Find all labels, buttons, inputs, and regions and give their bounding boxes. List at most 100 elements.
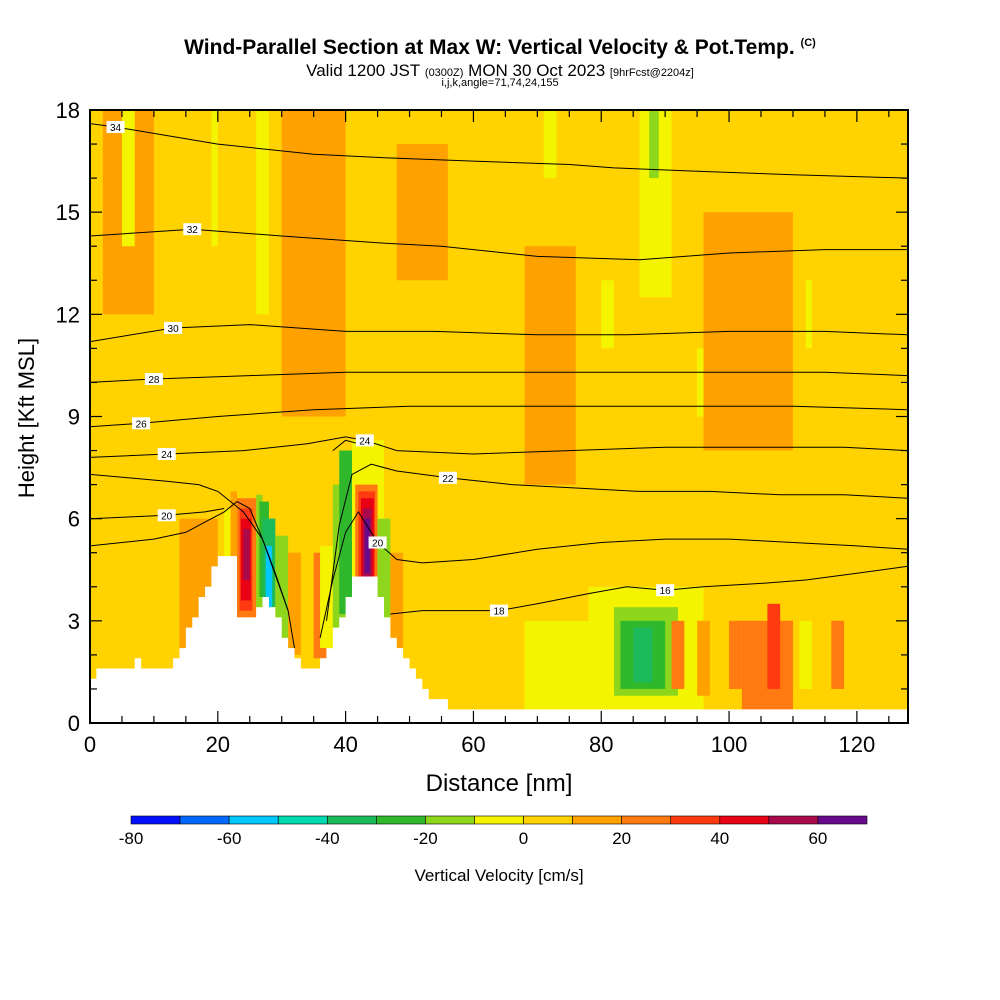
x-tick-label: 80 (589, 732, 613, 757)
theta-contour-22-6 (326, 463, 908, 621)
velocity-cell-42 (320, 545, 333, 649)
colorbar-tick-label: 0 (519, 829, 528, 848)
contour-label-bg (656, 584, 675, 597)
contour-label-bg (490, 604, 508, 617)
velocity-cell-52 (390, 552, 404, 649)
theta-contour-34-13 (90, 123, 908, 179)
colorbar-swatch-2 (228, 815, 279, 825)
colorbar-swatch-9 (572, 815, 622, 825)
colorbar-swatch-13 (768, 815, 819, 825)
contour-label-bg (438, 471, 457, 484)
velocity-cell-25 (729, 620, 742, 689)
contour-label-bg (157, 509, 176, 522)
subtitle-utc: (0300Z) (424, 67, 464, 79)
colorbar-swatch-14 (817, 815, 868, 825)
contour-label-16: 16 (660, 586, 672, 597)
colorbar-swatch-12 (719, 815, 770, 825)
theta-contour-30-11 (90, 324, 908, 343)
velocity-cell-2 (281, 110, 346, 417)
colorbar-tick-label: -40 (315, 829, 340, 848)
contour-label-20: 20 (161, 511, 173, 522)
subtitle-date: MON 30 Oct 2023 (468, 61, 606, 80)
colorbar-swatch-6 (425, 815, 475, 825)
velocity-cell-38 (265, 545, 273, 608)
y-tick-label: 9 (68, 405, 80, 430)
theta-contour-28-10 (90, 371, 908, 383)
velocity-cell-24 (697, 620, 710, 696)
theta-contours (90, 123, 908, 649)
chart-title-units: (C) (800, 37, 816, 49)
y-tick-label: 0 (68, 711, 80, 736)
x-tick-label: 60 (461, 732, 485, 757)
x-tick-label: 0 (84, 732, 96, 757)
contour-label-bg (144, 373, 163, 386)
colorbar-swatch-7 (474, 815, 524, 825)
x-tick-label: 120 (839, 732, 876, 757)
contour-label-24: 24 (359, 436, 371, 447)
y-axis-label: Height [Kft MSL] (14, 338, 39, 498)
subtitle-forecast: [9hrFcst@2204z] (609, 67, 694, 79)
colorbar-swatch-11 (670, 815, 721, 825)
colorbar-label: Vertical Velocity [cm/s] (414, 866, 583, 885)
contour-label-bg (368, 536, 387, 549)
y-tick-label: 3 (68, 609, 80, 634)
y-tick-label: 15 (56, 200, 80, 225)
velocity-cell-40 (288, 552, 301, 655)
velocity-cell-23 (671, 620, 685, 689)
theta-contour-26-9 (90, 405, 908, 428)
contour-label-bg (132, 417, 151, 430)
contour-label-18: 18 (493, 607, 505, 618)
velocity-cell-15 (649, 110, 659, 179)
x-axis-label: Distance [nm] (426, 770, 573, 797)
contour-label-bg (183, 223, 202, 236)
theta-contour-16-0 (665, 565, 908, 591)
velocity-cell-26 (767, 603, 781, 689)
theta-contour-24-7 (90, 436, 908, 458)
velocity-cell-50 (364, 518, 370, 574)
y-tick-label: 18 (56, 98, 80, 123)
chart-params: i,j,k,angle=71,74,24,155 (441, 77, 559, 89)
theta-contour-24-8 (332, 439, 359, 451)
theta-contour-22-5 (90, 473, 289, 611)
colorbar-swatch-8 (523, 815, 573, 825)
velocity-cell-39 (275, 535, 289, 638)
velocity-cell-3 (396, 144, 448, 281)
contour-label-20: 20 (372, 539, 384, 550)
velocity-cell-22 (633, 627, 653, 683)
colorbar-tick-label: -80 (119, 829, 144, 848)
colorbar-tick-label: 60 (808, 829, 827, 848)
velocity-cell-11 (256, 110, 269, 315)
chart-title-main: Wind-Parallel Section at Max W: Vertical… (184, 36, 795, 59)
velocity-cell-4 (524, 246, 576, 485)
contour-label-34: 34 (110, 123, 122, 134)
terrain-layer (90, 556, 908, 723)
colorbar-swatch-0 (130, 815, 181, 825)
theta-contour-labels: 16 18 20 20 22 24 24 26 28 30 32 34 (106, 121, 675, 618)
x-tick-label: 40 (333, 732, 357, 757)
chart-subtitle: Valid 1200 JST (0300Z) MON 30 Oct 2023 [… (0, 61, 1000, 81)
contour-label-24: 24 (161, 450, 173, 461)
velocity-cell-9 (121, 110, 135, 247)
colorbar-swatch-5 (376, 815, 426, 825)
contour-label-bg (355, 434, 374, 447)
contour-label-22: 22 (442, 474, 454, 485)
contour-label-28: 28 (148, 375, 160, 386)
velocity-cell-28 (831, 620, 845, 689)
velocity-cell-13 (601, 280, 615, 349)
colorbar-swatch-4 (326, 815, 377, 825)
velocity-cell-30 (230, 491, 237, 618)
velocity-cell-16 (697, 348, 704, 417)
velocity-cell-10 (211, 110, 218, 247)
contour-label-bg (157, 447, 176, 460)
colorbar-tick-label: 40 (710, 829, 729, 848)
terrain (90, 556, 908, 723)
contour-label-bg (164, 321, 183, 334)
chart-title: Wind-Parallel Section at Max W: Vertical… (0, 36, 1000, 60)
x-tick-label: 20 (206, 732, 230, 757)
theta-contour-18-1 (390, 586, 666, 615)
y-tick-label: 6 (68, 507, 80, 532)
contour-label-26: 26 (136, 419, 148, 430)
velocity-cell-18 (524, 620, 589, 710)
colorbar-tick-label: -60 (217, 829, 242, 848)
